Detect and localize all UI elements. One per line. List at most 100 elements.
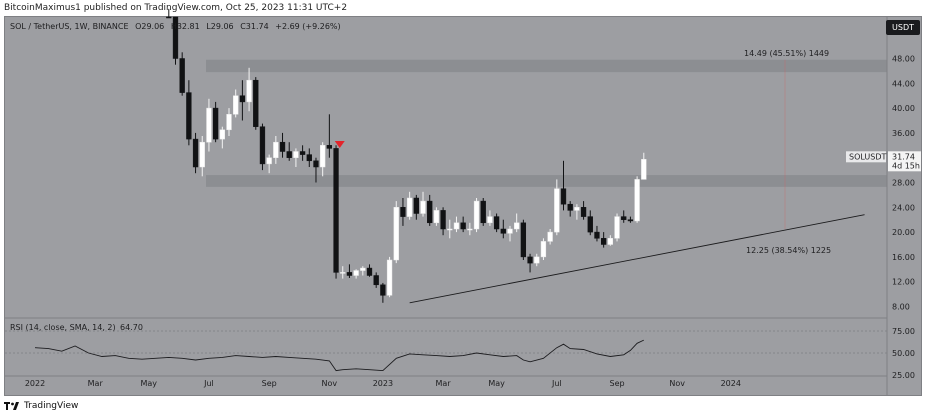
candle-body [480, 200, 486, 224]
candle [373, 272, 379, 288]
x-axis-tick: Mar [88, 379, 104, 388]
candle [253, 77, 259, 130]
y-axis-tick: 36.00 [892, 129, 915, 138]
candle [239, 80, 246, 121]
candle-body [266, 157, 272, 165]
candle-body [192, 138, 199, 168]
close-value: C31.74 [240, 22, 269, 31]
chart-frame[interactable] [4, 16, 922, 396]
candle [206, 98, 212, 152]
price-symbol-tag [846, 151, 886, 163]
candle-body [393, 207, 399, 261]
rsi-legend-value: 64.70 [120, 323, 143, 332]
price-value-text: 31.74 [892, 152, 915, 161]
candle-body [627, 219, 634, 222]
x-axis-tick: Jul [551, 379, 562, 388]
candle-body [554, 188, 560, 233]
x-axis-tick: Nov [322, 379, 338, 388]
candle [473, 198, 480, 233]
candle-body [239, 95, 246, 103]
support-zone [206, 175, 887, 187]
candle-body [641, 159, 647, 180]
candle-body [527, 256, 533, 264]
candle-body [353, 270, 359, 276]
candle-body [487, 216, 493, 224]
candle [192, 132, 199, 174]
price-symbol-text: SOLUSDT [849, 152, 887, 161]
candle-body [279, 141, 286, 152]
rsi-axis-tick: 25.00 [892, 371, 915, 380]
candle-body [259, 126, 266, 165]
candle [299, 145, 306, 161]
candle [580, 201, 587, 220]
x-axis-tick: Nov [669, 379, 685, 388]
x-axis-tick: Jul [203, 379, 214, 388]
open-value: O29.06 [135, 22, 165, 31]
candle [386, 256, 393, 298]
candle-body [373, 275, 379, 286]
candle [627, 216, 634, 223]
candle [447, 219, 453, 239]
candle [306, 148, 312, 167]
footer: TradingView [4, 401, 78, 411]
candle [453, 216, 460, 233]
candle [440, 207, 446, 236]
footer-brand: TradingView [24, 401, 79, 411]
candle-body [621, 216, 627, 220]
candle-body [467, 228, 473, 231]
candle [587, 210, 593, 236]
candle [326, 114, 333, 158]
candle [179, 52, 185, 96]
candle-body [386, 259, 393, 296]
candle [433, 207, 440, 226]
candle-body [601, 238, 607, 245]
change-value: +2.69 (+9.26%) [275, 22, 341, 31]
candle-body [333, 148, 339, 273]
candle-body [199, 141, 205, 168]
candle-body [540, 241, 547, 258]
candle-body [253, 79, 259, 127]
candle [467, 222, 473, 236]
candle-body [366, 267, 373, 276]
candle-body [460, 222, 466, 230]
candle-body [212, 107, 219, 140]
candle-body [406, 197, 413, 217]
candle [219, 126, 225, 149]
y-axis-tick: 40.00 [892, 104, 915, 113]
candle-body [172, 16, 179, 59]
candle [547, 229, 553, 245]
candle [420, 191, 426, 217]
candle [607, 235, 613, 246]
candle [641, 152, 647, 180]
candle [360, 266, 366, 276]
y-axis-tick: 20.00 [892, 228, 915, 237]
price-timeleft-text: 4d 15h [892, 161, 920, 170]
candle [353, 269, 359, 279]
candle-body [380, 284, 386, 296]
candle [233, 89, 239, 118]
candle-body [273, 141, 279, 158]
candle [560, 160, 567, 211]
candle [487, 210, 493, 226]
candle-body [447, 228, 453, 231]
candle [286, 142, 292, 161]
candle [507, 225, 513, 242]
x-axis-tick: 2023 [373, 379, 393, 388]
candle-body [453, 222, 460, 230]
y-axis-tick: 48.00 [892, 55, 915, 64]
candle [527, 253, 533, 273]
candle [520, 219, 527, 260]
currency-button[interactable]: USDT [886, 20, 920, 35]
x-axis-tick: May [488, 379, 505, 388]
x-axis-tick: Sep [609, 379, 624, 388]
candle-body [246, 79, 252, 103]
candle-body [299, 151, 306, 155]
high-value: H32.81 [170, 22, 200, 31]
candle [166, 8, 172, 19]
candle-body [534, 256, 540, 264]
candle-body [233, 95, 239, 115]
candle-body [413, 197, 419, 214]
rsi-legend-label: RSI (14, close, SMA, 14, 2) [10, 323, 116, 332]
candle [614, 213, 620, 242]
